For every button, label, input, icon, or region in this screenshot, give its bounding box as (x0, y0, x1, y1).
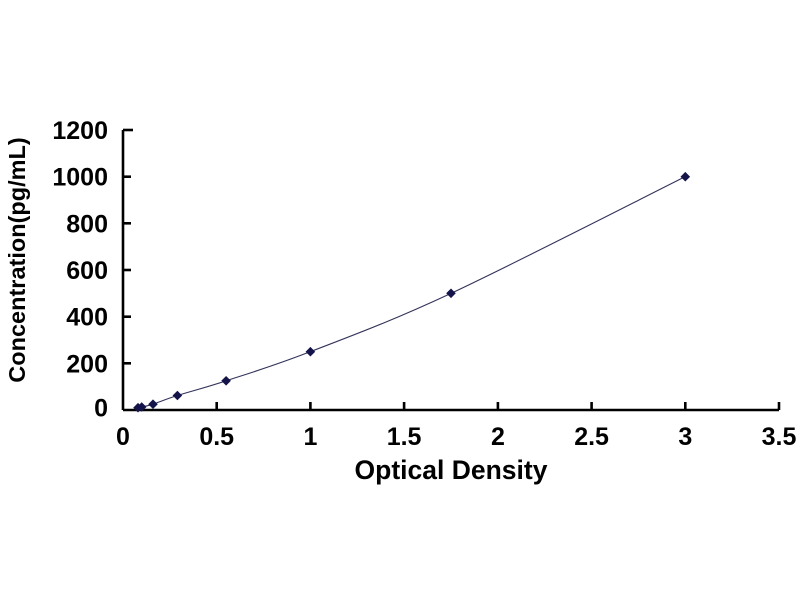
svg-text:1: 1 (303, 423, 317, 451)
svg-text:0: 0 (116, 423, 130, 451)
svg-text:1000: 1000 (52, 164, 108, 192)
svg-text:400: 400 (66, 304, 108, 332)
svg-text:2: 2 (491, 423, 505, 451)
svg-text:0: 0 (94, 395, 108, 423)
svg-text:3: 3 (678, 423, 692, 451)
svg-text:Optical Density: Optical Density (355, 455, 548, 485)
svg-text:3.5: 3.5 (762, 423, 797, 451)
svg-text:2.5: 2.5 (574, 423, 609, 451)
svg-text:Concentration(pg/mL): Concentration(pg/mL) (4, 137, 30, 382)
svg-text:200: 200 (66, 350, 108, 378)
svg-text:600: 600 (66, 257, 108, 285)
svg-text:1200: 1200 (52, 117, 108, 145)
svg-text:800: 800 (66, 210, 108, 238)
svg-text:1.5: 1.5 (387, 423, 422, 451)
svg-text:0.5: 0.5 (199, 423, 234, 451)
